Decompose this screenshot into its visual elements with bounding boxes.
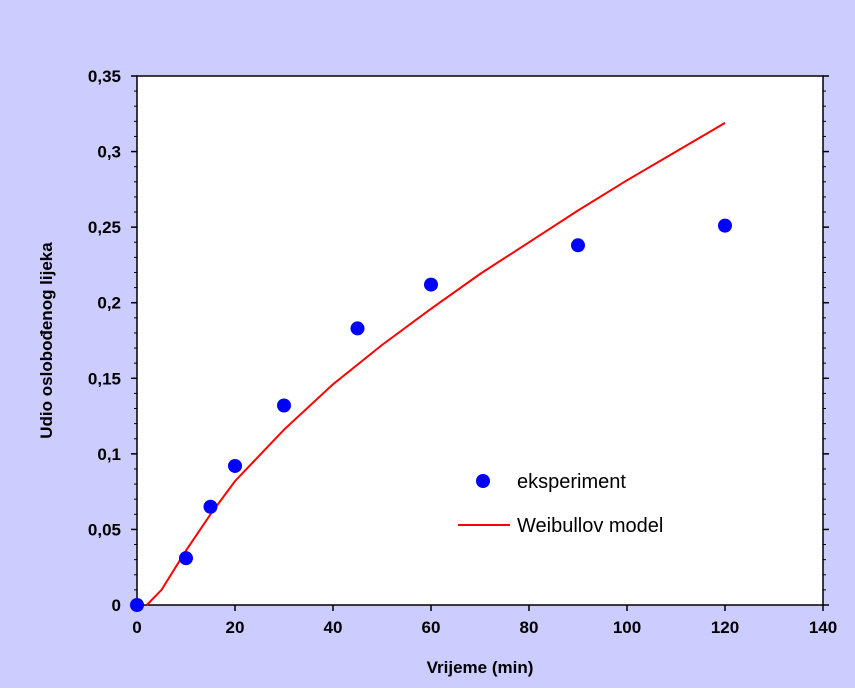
data-point xyxy=(130,598,144,612)
data-point xyxy=(718,218,732,233)
weibullov-model-line xyxy=(146,122,726,606)
x-tick-label: 40 xyxy=(324,618,343,637)
legend-label-weibullov-model: Weibullov model xyxy=(517,515,663,537)
y-tick-label: 0,1 xyxy=(97,445,121,464)
y-tick-label: 0,35 xyxy=(88,67,121,86)
legend: eksperiment Weibullov model xyxy=(458,471,663,537)
plot-area xyxy=(136,75,824,606)
data-point xyxy=(571,238,585,253)
x-tick-label: 120 xyxy=(711,618,739,637)
data-point xyxy=(277,398,291,413)
x-tick-label: 80 xyxy=(520,618,539,637)
data-point xyxy=(350,321,365,336)
x-tick-label: 0 xyxy=(132,618,141,637)
y-axis-title: Udio oslobođenog lijeka xyxy=(37,242,56,439)
x-tick-label: 60 xyxy=(422,618,441,637)
series-eksperiment xyxy=(130,218,732,612)
x-tick-label: 100 xyxy=(613,618,641,637)
x-axis-title: Vrijeme (min) xyxy=(427,658,534,677)
data-point xyxy=(203,499,218,514)
data-point xyxy=(179,551,193,566)
y-tick-label: 0,3 xyxy=(97,143,121,162)
y-tick-label: 0,15 xyxy=(88,369,121,388)
y-tick-label: 0,05 xyxy=(88,520,121,539)
series-weibullov-model xyxy=(146,122,726,606)
data-point xyxy=(424,277,438,292)
x-tick-label: 140 xyxy=(809,618,837,637)
y-tick-label: 0,25 xyxy=(88,218,121,237)
y-tick-label: 0,2 xyxy=(97,294,121,313)
x-tick-label: 20 xyxy=(226,618,245,637)
axes: 0 0,05 0,1 0,15 0,2 0,25 0,3 0,35 0 20 40 60 80 100 12… xyxy=(88,67,837,637)
legend-label-eksperiment: eksperiment xyxy=(517,471,626,493)
legend-marker-eksperiment xyxy=(476,474,490,488)
data-point xyxy=(228,458,242,473)
y-tick-label: 0 xyxy=(112,596,121,615)
